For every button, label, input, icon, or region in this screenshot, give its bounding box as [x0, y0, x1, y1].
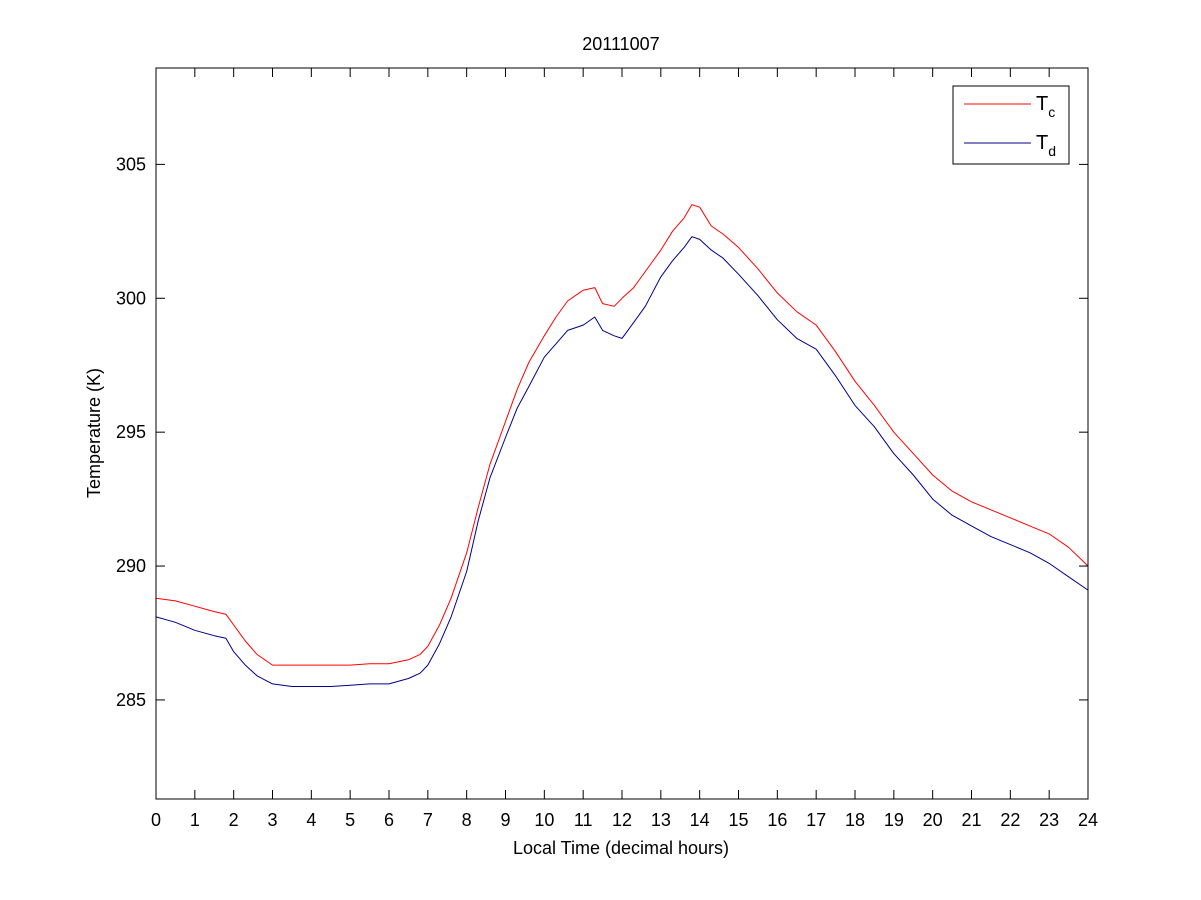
series-layer: [155, 204, 1089, 687]
y-axis-label: Temperature (K): [84, 368, 104, 498]
series-line-t-c: [155, 204, 1089, 666]
x-tick-label: 13: [651, 810, 671, 830]
x-tick-label: 1: [190, 810, 200, 830]
series-line-t-d: [155, 236, 1089, 687]
legend-box: [952, 85, 1070, 165]
x-tick-label: 5: [345, 810, 355, 830]
legend-label-td: Td: [1036, 132, 1056, 159]
x-tick-label: 6: [384, 810, 394, 830]
x-tick-label: 18: [845, 810, 865, 830]
x-tick-label: 9: [500, 810, 510, 830]
x-tick-label: 8: [462, 810, 472, 830]
x-tick-label: 12: [612, 810, 632, 830]
x-tick-label: 15: [728, 810, 748, 830]
chart-title: 20111007: [582, 34, 659, 54]
y-tick-label: 295: [116, 422, 146, 442]
legend-label-tc-main: T: [1036, 93, 1048, 115]
y-axis: 285 290 295 300 305: [116, 154, 1088, 710]
x-tick-label: 19: [884, 810, 904, 830]
legend-label-tc-sub: c: [1048, 104, 1055, 120]
legend: Tc Td: [952, 85, 1070, 165]
x-tick-label: 24: [1078, 810, 1098, 830]
plot-frame: [155, 67, 1089, 800]
x-tick-label: 17: [806, 810, 826, 830]
x-tick-label: 4: [306, 810, 316, 830]
x-tick-label: 2: [229, 810, 239, 830]
x-axis-label: Local Time (decimal hours): [513, 838, 729, 858]
legend-label-tc: Tc: [1036, 93, 1055, 120]
legend-label-td-main: T: [1036, 132, 1048, 154]
legend-label-td-sub: d: [1048, 143, 1056, 159]
x-tick-label: 7: [423, 810, 433, 830]
x-tick-label: 14: [690, 810, 710, 830]
x-axis: 0 1 2 3 4 5 6 7 8 9 10 11 12 13 14 15 16 17 18 19 20 21 22 23 24: [151, 68, 1098, 830]
x-tick-label: 10: [534, 810, 554, 830]
x-tick-label: 0: [151, 810, 161, 830]
x-tick-label: 22: [1000, 810, 1020, 830]
x-tick-label: 20: [923, 810, 943, 830]
x-tick-label: 21: [961, 810, 981, 830]
y-tick-label: 300: [116, 288, 146, 308]
y-tick-label: 305: [116, 154, 146, 174]
x-tick-label: 16: [767, 810, 787, 830]
y-tick-label: 290: [116, 556, 146, 576]
x-tick-label: 23: [1039, 810, 1059, 830]
x-tick-label: 11: [574, 810, 593, 830]
y-tick-label: 285: [116, 690, 146, 710]
x-tick-label: 3: [267, 810, 277, 830]
